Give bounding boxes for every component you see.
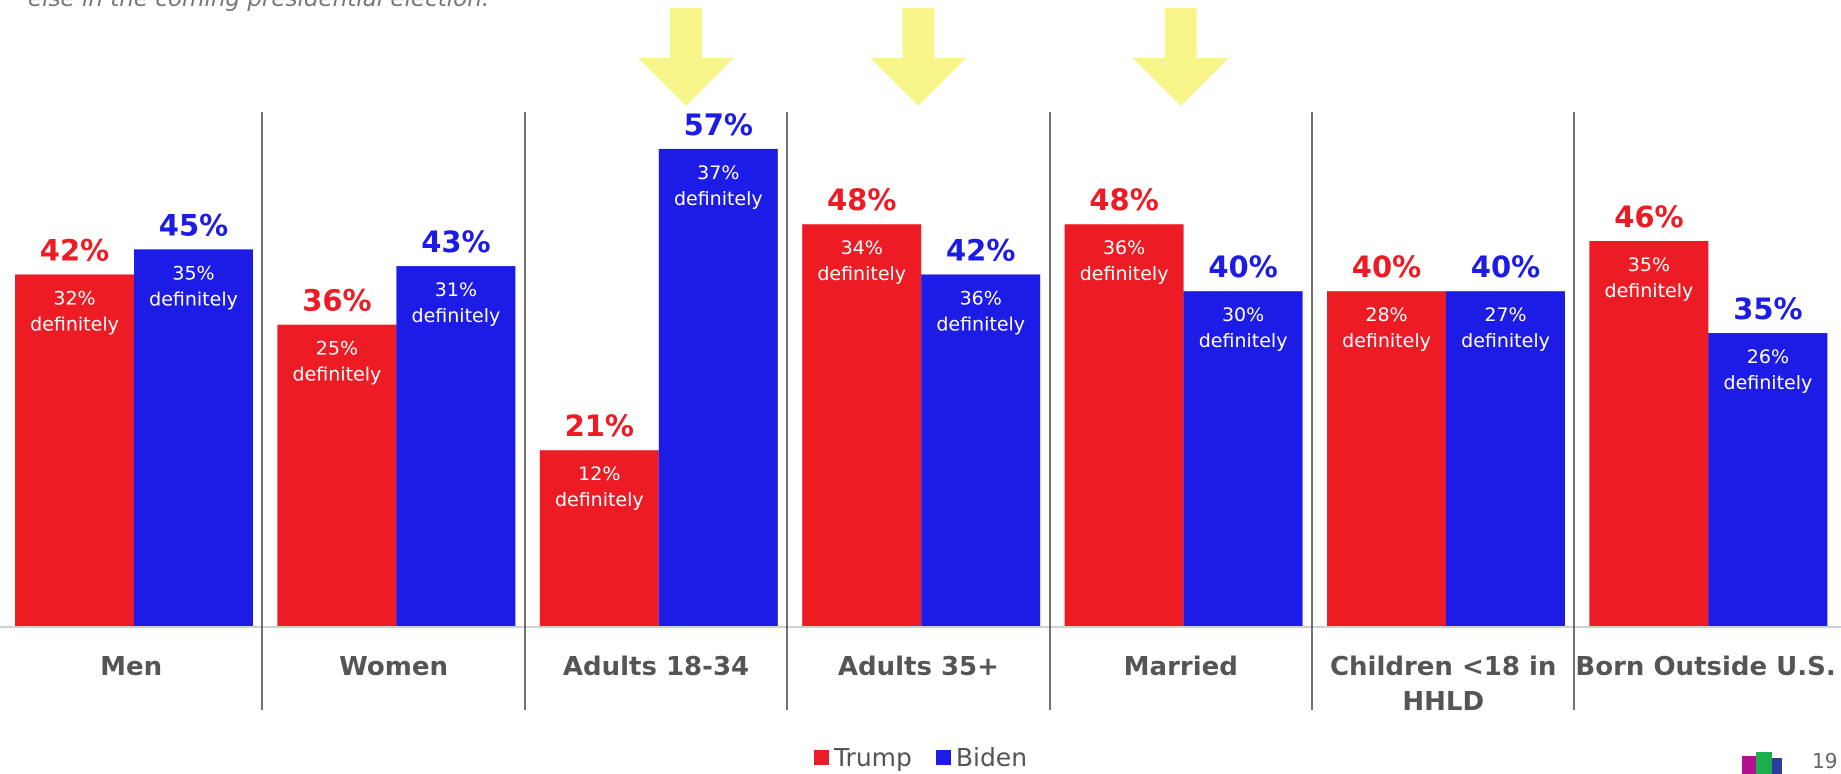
category-label: Born Outside U.S. [1575, 652, 1835, 682]
definitely-label: definitely [555, 489, 644, 511]
legend-swatch-biden [935, 750, 951, 765]
univision-logo-icon [1742, 752, 1782, 774]
definitely-value-trump: 34% [841, 237, 883, 259]
value-label-biden: 35% [1733, 292, 1802, 326]
category-label: Adults 18-34 [563, 652, 749, 682]
definitely-label: definitely [936, 313, 1025, 335]
definitely-value-biden: 27% [1484, 304, 1526, 326]
definitely-value-biden: 37% [697, 162, 739, 184]
definitely-value-trump: 35% [1628, 254, 1670, 276]
bar-biden [1183, 291, 1303, 626]
bar-biden [921, 274, 1041, 626]
legend-item-biden: Biden [935, 743, 1028, 772]
category-label: Children <18 in [1330, 652, 1556, 682]
category-label: Women [339, 652, 448, 682]
bar-trump [15, 274, 134, 626]
highlight-arrow-icon [638, 8, 734, 106]
value-label-trump: 48% [827, 183, 896, 217]
legend: Trump Biden [0, 742, 1841, 772]
value-label-trump: 42% [40, 233, 109, 267]
bar-biden [658, 148, 778, 626]
category-label: Men [100, 652, 162, 682]
bar-biden [1708, 333, 1828, 626]
legend-item-trump: Trump [813, 743, 912, 772]
value-label-trump: 36% [302, 284, 371, 318]
definitely-label: definitely [1605, 280, 1694, 302]
category-label: Married [1124, 652, 1238, 682]
definitely-label: definitely [30, 313, 119, 335]
category-label: HHLD [1402, 687, 1484, 717]
definitely-label: definitely [412, 305, 501, 327]
legend-label-trump: Trump [833, 743, 912, 772]
chart-subtitle: else in the coming presidential election… [28, 0, 489, 12]
definitely-label: definitely [1080, 263, 1169, 285]
value-label-biden: 42% [946, 233, 1015, 267]
bar-trump [1589, 240, 1709, 627]
definitely-label: definitely [149, 288, 238, 310]
highlight-arrow-icon [870, 8, 967, 106]
bar-trump [1327, 291, 1446, 626]
bar-biden [1446, 291, 1565, 626]
definitely-value-biden: 35% [172, 262, 214, 284]
value-label-biden: 40% [1208, 250, 1277, 284]
definitely-value-trump: 32% [53, 287, 95, 309]
highlight-arrow-icon [1132, 8, 1229, 106]
definitely-value-biden: 30% [1222, 304, 1264, 326]
definitely-value-biden: 36% [960, 287, 1002, 309]
definitely-label: definitely [293, 364, 382, 386]
value-label-trump: 48% [1089, 183, 1158, 217]
definitely-value-trump: 12% [578, 463, 620, 485]
value-label-biden: 40% [1471, 250, 1540, 284]
bar-biden [134, 249, 253, 626]
bar-biden [396, 266, 516, 626]
definitely-value-biden: 31% [435, 279, 477, 301]
definitely-label: definitely [1724, 372, 1813, 394]
definitely-value-biden: 26% [1747, 346, 1789, 368]
legend-label-biden: Biden [955, 743, 1028, 772]
definitely-value-trump: 25% [316, 338, 358, 360]
value-label-biden: 57% [684, 108, 753, 142]
definitely-label: definitely [674, 188, 763, 210]
definitely-label: definitely [1342, 330, 1431, 352]
value-label-biden: 45% [159, 208, 228, 242]
legend-swatch-trump [813, 750, 829, 765]
definitely-label: definitely [817, 263, 906, 285]
definitely-value-trump: 28% [1365, 304, 1407, 326]
bar-chart: 42% 32% definitely 45% 35% definitely Men 36% 25… [0, 8, 1841, 717]
value-label-trump: 46% [1614, 200, 1683, 234]
value-label-trump: 21% [565, 409, 634, 443]
page-number: 19 [1812, 749, 1838, 773]
bar-trump [1064, 224, 1184, 627]
definitely-value-trump: 36% [1103, 237, 1145, 259]
bar-trump [802, 224, 922, 627]
bar-trump [539, 450, 659, 626]
definitely-label: definitely [1461, 330, 1550, 352]
bar-trump [277, 324, 397, 626]
value-label-biden: 43% [421, 225, 490, 259]
value-label-trump: 40% [1352, 250, 1421, 284]
category-label: Adults 35+ [838, 652, 999, 682]
definitely-label: definitely [1199, 330, 1288, 352]
